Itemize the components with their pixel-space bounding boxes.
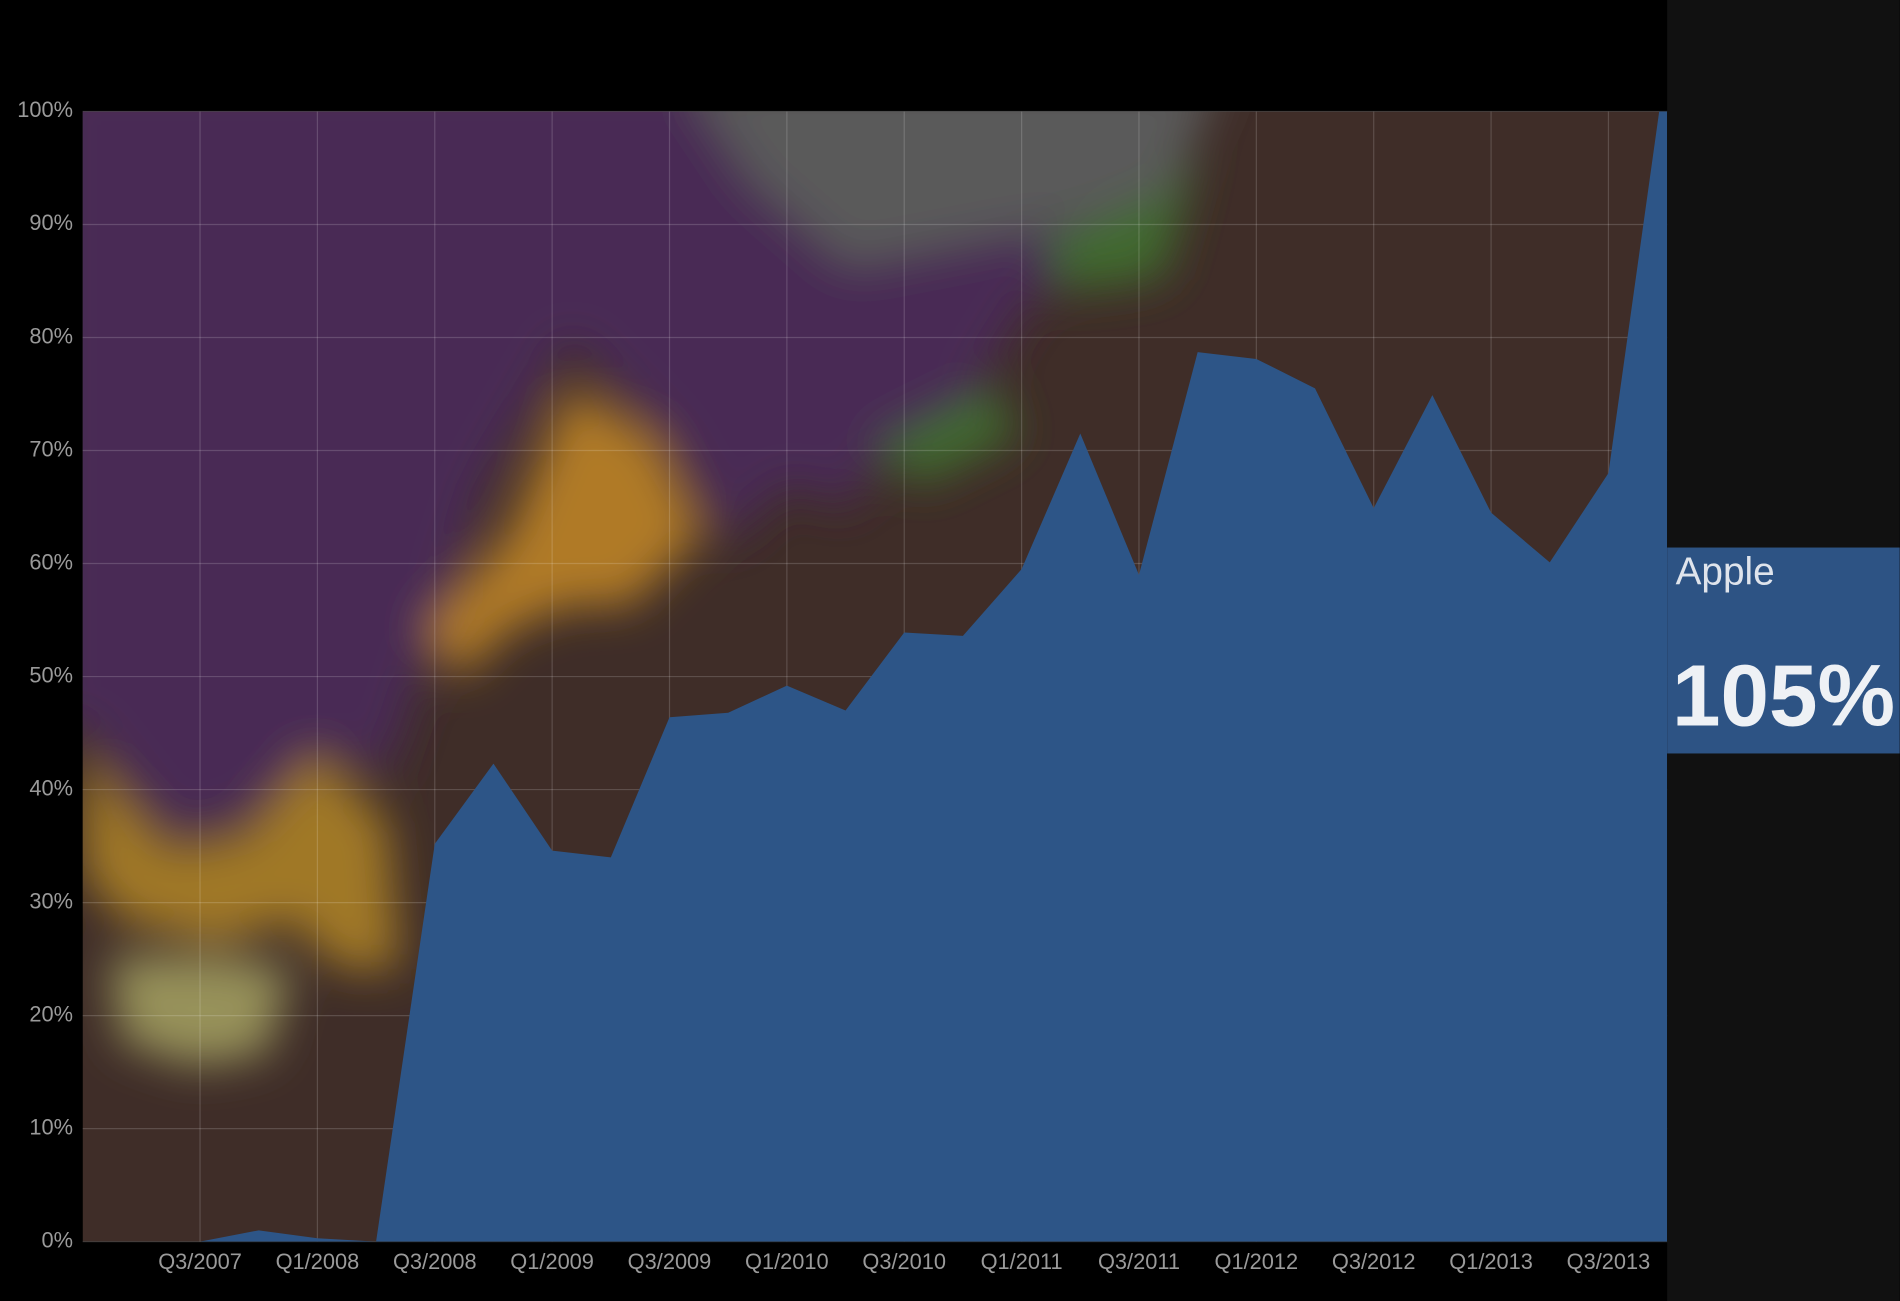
x-tick-label: Q1/2013 — [1449, 1249, 1533, 1274]
x-tick-label: Q3/2010 — [862, 1249, 946, 1274]
blurred-area — [82, 751, 401, 970]
blurred-area — [1042, 145, 1200, 291]
x-tick-label: Q3/2007 — [158, 1249, 242, 1274]
y-tick-label: 10% — [29, 1114, 73, 1139]
series-area — [200, 111, 1668, 1242]
blurred-area — [82, 111, 1199, 836]
y-tick-label: 80% — [29, 323, 73, 348]
y-tick-label: 40% — [29, 775, 73, 800]
y-tick-label: 50% — [29, 662, 73, 687]
axis-labels: 0% 10% 20% 30% 40% 50% 60% 70% 80% 90% 100% Q3/2007… — [17, 97, 1650, 1274]
x-tick-label: Q3/2011 — [1098, 1249, 1180, 1274]
x-tick-label: Q1/2011 — [981, 1249, 1063, 1274]
x-tick-label: Q3/2009 — [628, 1249, 712, 1274]
blurred-series — [82, 111, 1207, 1066]
blurred-area — [704, 111, 1207, 267]
y-tick-label: 20% — [29, 1001, 73, 1026]
x-tick-label: Q1/2008 — [276, 1249, 360, 1274]
tooltip-value: 105% — [1672, 648, 1895, 745]
tooltip-box — [1667, 547, 1900, 754]
y-tick-label: 90% — [29, 210, 73, 235]
y-tick-label: 100% — [17, 97, 73, 122]
x-tick-label: Q3/2008 — [393, 1249, 477, 1274]
y-tick-label: 30% — [29, 888, 73, 913]
blurred-area — [109, 956, 292, 1066]
x-tick-label: Q3/2012 — [1332, 1249, 1416, 1274]
x-tick-label: Q1/2009 — [510, 1249, 594, 1274]
tooltip: Apple 105% — [1667, 547, 1900, 754]
blurred-area — [872, 387, 1018, 485]
tooltip-series: Apple — [1676, 550, 1775, 593]
blurred-area — [424, 387, 703, 679]
x-tick-label: Q1/2010 — [745, 1249, 829, 1274]
area — [200, 111, 1668, 1242]
y-tick-label: 60% — [29, 549, 73, 574]
y-tick-label: 0% — [41, 1227, 73, 1252]
x-tick-label: Q3/2013 — [1567, 1249, 1651, 1274]
y-tick-label: 70% — [29, 436, 73, 461]
x-tick-label: Q1/2012 — [1215, 1249, 1299, 1274]
